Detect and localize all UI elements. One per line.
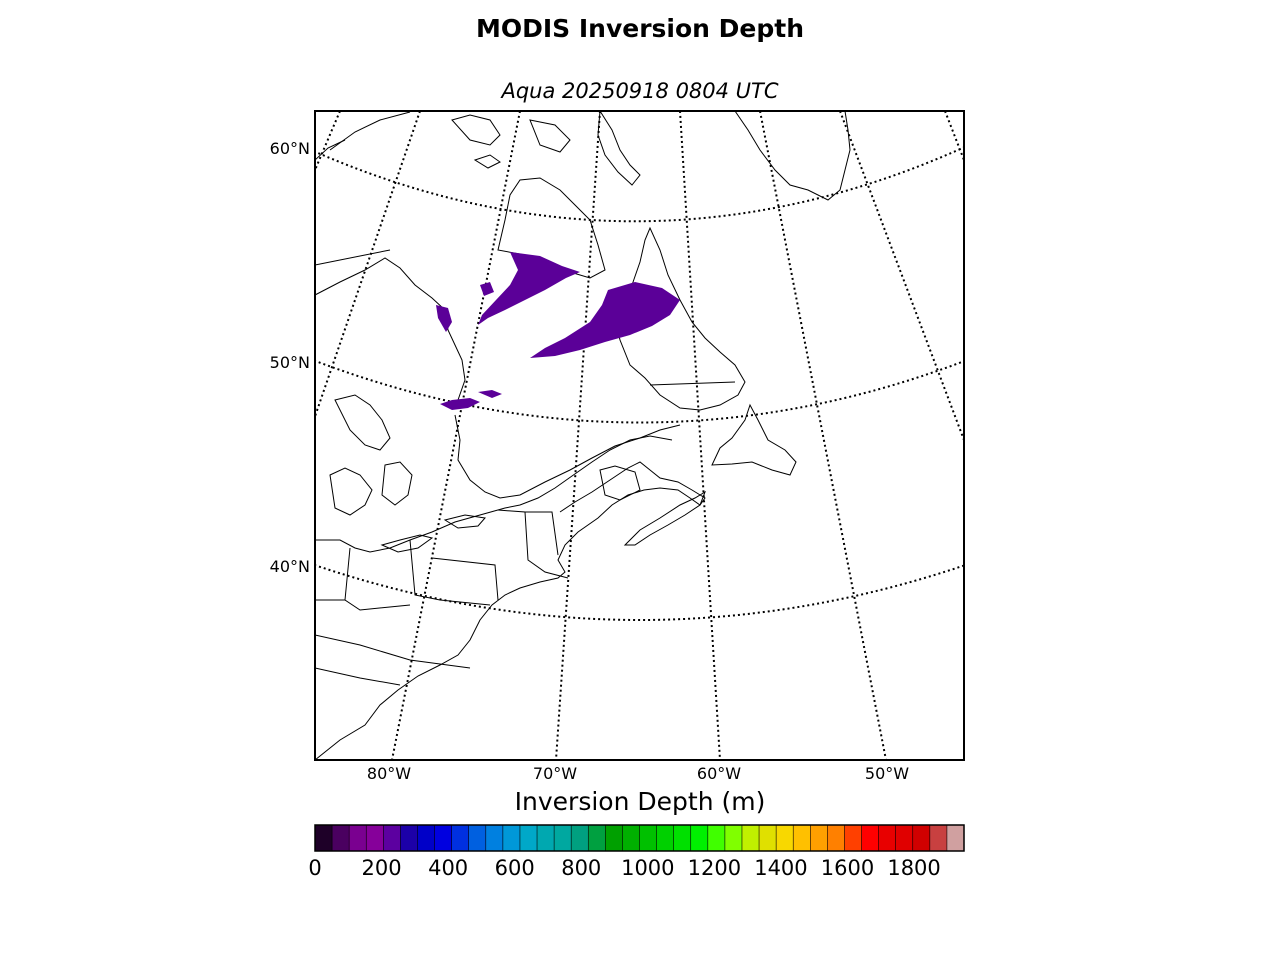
colorbar-segment (878, 825, 897, 851)
colorbar-tick-label: 1800 (887, 856, 941, 880)
colorbar-segment (827, 825, 846, 851)
lat-label-60n: 60°N (269, 139, 310, 158)
map-subtitle: Aqua 20250918 0804 UTC (501, 79, 779, 103)
colorbar (315, 825, 965, 851)
lat-label-50n: 50°N (269, 353, 310, 372)
colorbar-segment (554, 825, 572, 851)
colorbar-tick-label: 1600 (820, 856, 875, 880)
lon-label-80w: 80°W (366, 764, 412, 783)
colorbar-segment (741, 825, 760, 851)
colorbar-segment (502, 825, 521, 851)
colorbar-segment (605, 825, 624, 851)
colorbar-tick-label: 200 (361, 856, 402, 880)
colorbar-tick-label: 0 (308, 856, 322, 880)
colorbar-segment (639, 825, 658, 851)
colorbar-segment (315, 825, 333, 851)
colorbar-segment (519, 825, 538, 851)
colorbar-segment (895, 825, 914, 851)
coastlines (315, 111, 851, 760)
colorbar-segment (468, 825, 487, 851)
colorbar-segment (861, 825, 880, 851)
colorbar-tick-label: 800 (561, 856, 602, 880)
colorbar-segment (724, 825, 743, 851)
colorbar-segment (793, 825, 811, 851)
colorbar-segment (946, 825, 965, 851)
colorbar-tick-label: 1000 (621, 856, 675, 880)
colorbar-segment (349, 825, 367, 851)
colorbar-segment (485, 825, 504, 851)
lon-label-50w: 50°W (864, 764, 910, 783)
colorbar-segment (434, 825, 453, 851)
colorbar-segment (537, 825, 555, 851)
colorbar-segment (588, 825, 606, 851)
colorbar-segment (400, 825, 419, 851)
colorbar-segment (844, 825, 863, 851)
colorbar-label: Inversion Depth (m) (514, 787, 766, 816)
colorbar-segment (656, 825, 675, 851)
lat-label-40n: 40°N (269, 557, 310, 576)
colorbar-tick-label: 400 (428, 856, 469, 880)
colorbar-segment (417, 825, 436, 851)
colorbar-segment (673, 825, 692, 851)
colorbar-segment (366, 825, 384, 851)
colorbar-segment (571, 825, 589, 851)
colorbar-frame (314, 824, 965, 852)
colorbar-segment (759, 825, 777, 851)
map-title: MODIS Inversion Depth (475, 14, 805, 43)
colorbar-segment (929, 825, 948, 851)
colorbar-segment (332, 825, 350, 851)
colorbar-segment (622, 825, 641, 851)
colorbar-segment (776, 825, 794, 851)
colorbar-tick-label: 600 (494, 856, 535, 880)
lon-label-70w: 70°W (532, 764, 578, 783)
map-frame (314, 110, 965, 761)
colorbar-segment (690, 825, 709, 851)
colorbar-segment (912, 825, 931, 851)
graticule (315, 111, 964, 760)
colorbar-tick-label: 1200 (687, 856, 742, 880)
colorbar-segment (383, 825, 401, 851)
lon-label-60w: 60°W (696, 764, 742, 783)
colorbar-tick-label: 1400 (754, 856, 808, 880)
colorbar-segment (451, 825, 470, 851)
colorbar-segment (810, 825, 828, 851)
colorbar-segment (707, 825, 726, 851)
inversion-depth-field (436, 252, 680, 410)
